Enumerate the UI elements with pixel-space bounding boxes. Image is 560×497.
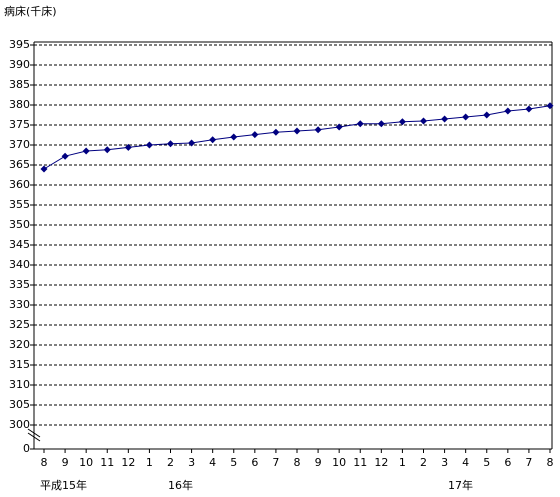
- data-point: [546, 102, 554, 110]
- y-tick-label: 355: [9, 198, 30, 211]
- y-tick-label: 370: [9, 138, 30, 151]
- data-point: [230, 133, 238, 141]
- data-point: [398, 118, 406, 126]
- data-point: [272, 128, 280, 136]
- y-axis-label: 病床(千床): [4, 4, 57, 18]
- x-tick-label: 6: [251, 456, 258, 469]
- x-tick-label: 7: [272, 456, 279, 469]
- data-line: [43, 105, 551, 170]
- y-tick-label: 390: [9, 58, 30, 71]
- x-tick-label: 11: [100, 456, 114, 469]
- y-tick-label: 365: [9, 158, 30, 171]
- y-tick-label: 0: [23, 442, 30, 455]
- data-point: [61, 152, 69, 160]
- y-tick-label: 395: [9, 38, 30, 51]
- y-tick-label: 320: [9, 338, 30, 351]
- x-tick-label: 9: [62, 456, 69, 469]
- data-point: [420, 117, 427, 125]
- year-label: 17年: [448, 478, 473, 492]
- data-point: [504, 107, 512, 115]
- x-tick-label: 3: [441, 456, 448, 469]
- x-tick-label: 12: [121, 456, 135, 469]
- data-point: [293, 127, 301, 135]
- y-tick-label: 375: [9, 118, 30, 131]
- data-point: [82, 147, 90, 155]
- axis-break: [27, 428, 41, 438]
- y-tick-label: 300: [9, 418, 30, 431]
- x-tick-label: 5: [483, 456, 490, 469]
- x-tick-label: 7: [525, 456, 532, 469]
- data-point: [103, 146, 111, 154]
- y-tick-label: 315: [9, 358, 30, 371]
- data-point: [441, 115, 449, 123]
- data-point: [251, 131, 259, 139]
- data-point: [483, 111, 491, 119]
- x-tick-label: 8: [41, 456, 48, 469]
- x-tick-label: 6: [504, 456, 511, 469]
- x-tick-label: 2: [420, 456, 427, 469]
- y-tick-label: 360: [9, 178, 30, 191]
- x-tick-label: 9: [315, 456, 322, 469]
- data-point: [40, 165, 48, 173]
- data-point: [145, 141, 153, 149]
- data-point: [314, 126, 322, 134]
- year-label: 16年: [168, 478, 193, 492]
- x-tick-label: 10: [332, 456, 346, 469]
- x-tick-label: 2: [167, 456, 174, 469]
- data-point: [525, 105, 533, 113]
- data-point: [335, 123, 343, 131]
- y-tick-label: 385: [9, 78, 30, 91]
- x-tick-label: 1: [146, 456, 153, 469]
- x-tick-label: 8: [294, 456, 301, 469]
- year-label: 平成15年: [40, 478, 87, 492]
- x-tick-label: 11: [353, 456, 367, 469]
- y-tick-label: 350: [9, 218, 30, 231]
- y-tick-label: 335: [9, 278, 30, 291]
- y-tick-label: 305: [9, 398, 30, 411]
- data-point: [188, 139, 196, 147]
- x-tick-label: 12: [374, 456, 388, 469]
- data-point: [209, 136, 217, 144]
- x-tick-label: 8: [547, 456, 554, 469]
- y-tick-label: 380: [9, 98, 30, 111]
- x-tick-label: 5: [230, 456, 237, 469]
- y-tick-label: 330: [9, 298, 30, 311]
- axis-break: [27, 432, 41, 442]
- y-tick-label: 340: [9, 258, 30, 271]
- x-tick-label: 10: [79, 456, 93, 469]
- y-tick-label: 310: [9, 378, 30, 391]
- x-tick-label: 4: [209, 456, 216, 469]
- data-point: [124, 143, 132, 151]
- data-point: [462, 113, 470, 121]
- data-point: [377, 120, 385, 128]
- y-tick-label: 325: [9, 318, 30, 331]
- x-tick-label: 1: [399, 456, 406, 469]
- x-tick-label: 4: [462, 456, 469, 469]
- data-point: [356, 120, 364, 128]
- x-tick-label: 3: [188, 456, 195, 469]
- data-point: [167, 140, 174, 148]
- y-tick-label: 345: [9, 238, 30, 251]
